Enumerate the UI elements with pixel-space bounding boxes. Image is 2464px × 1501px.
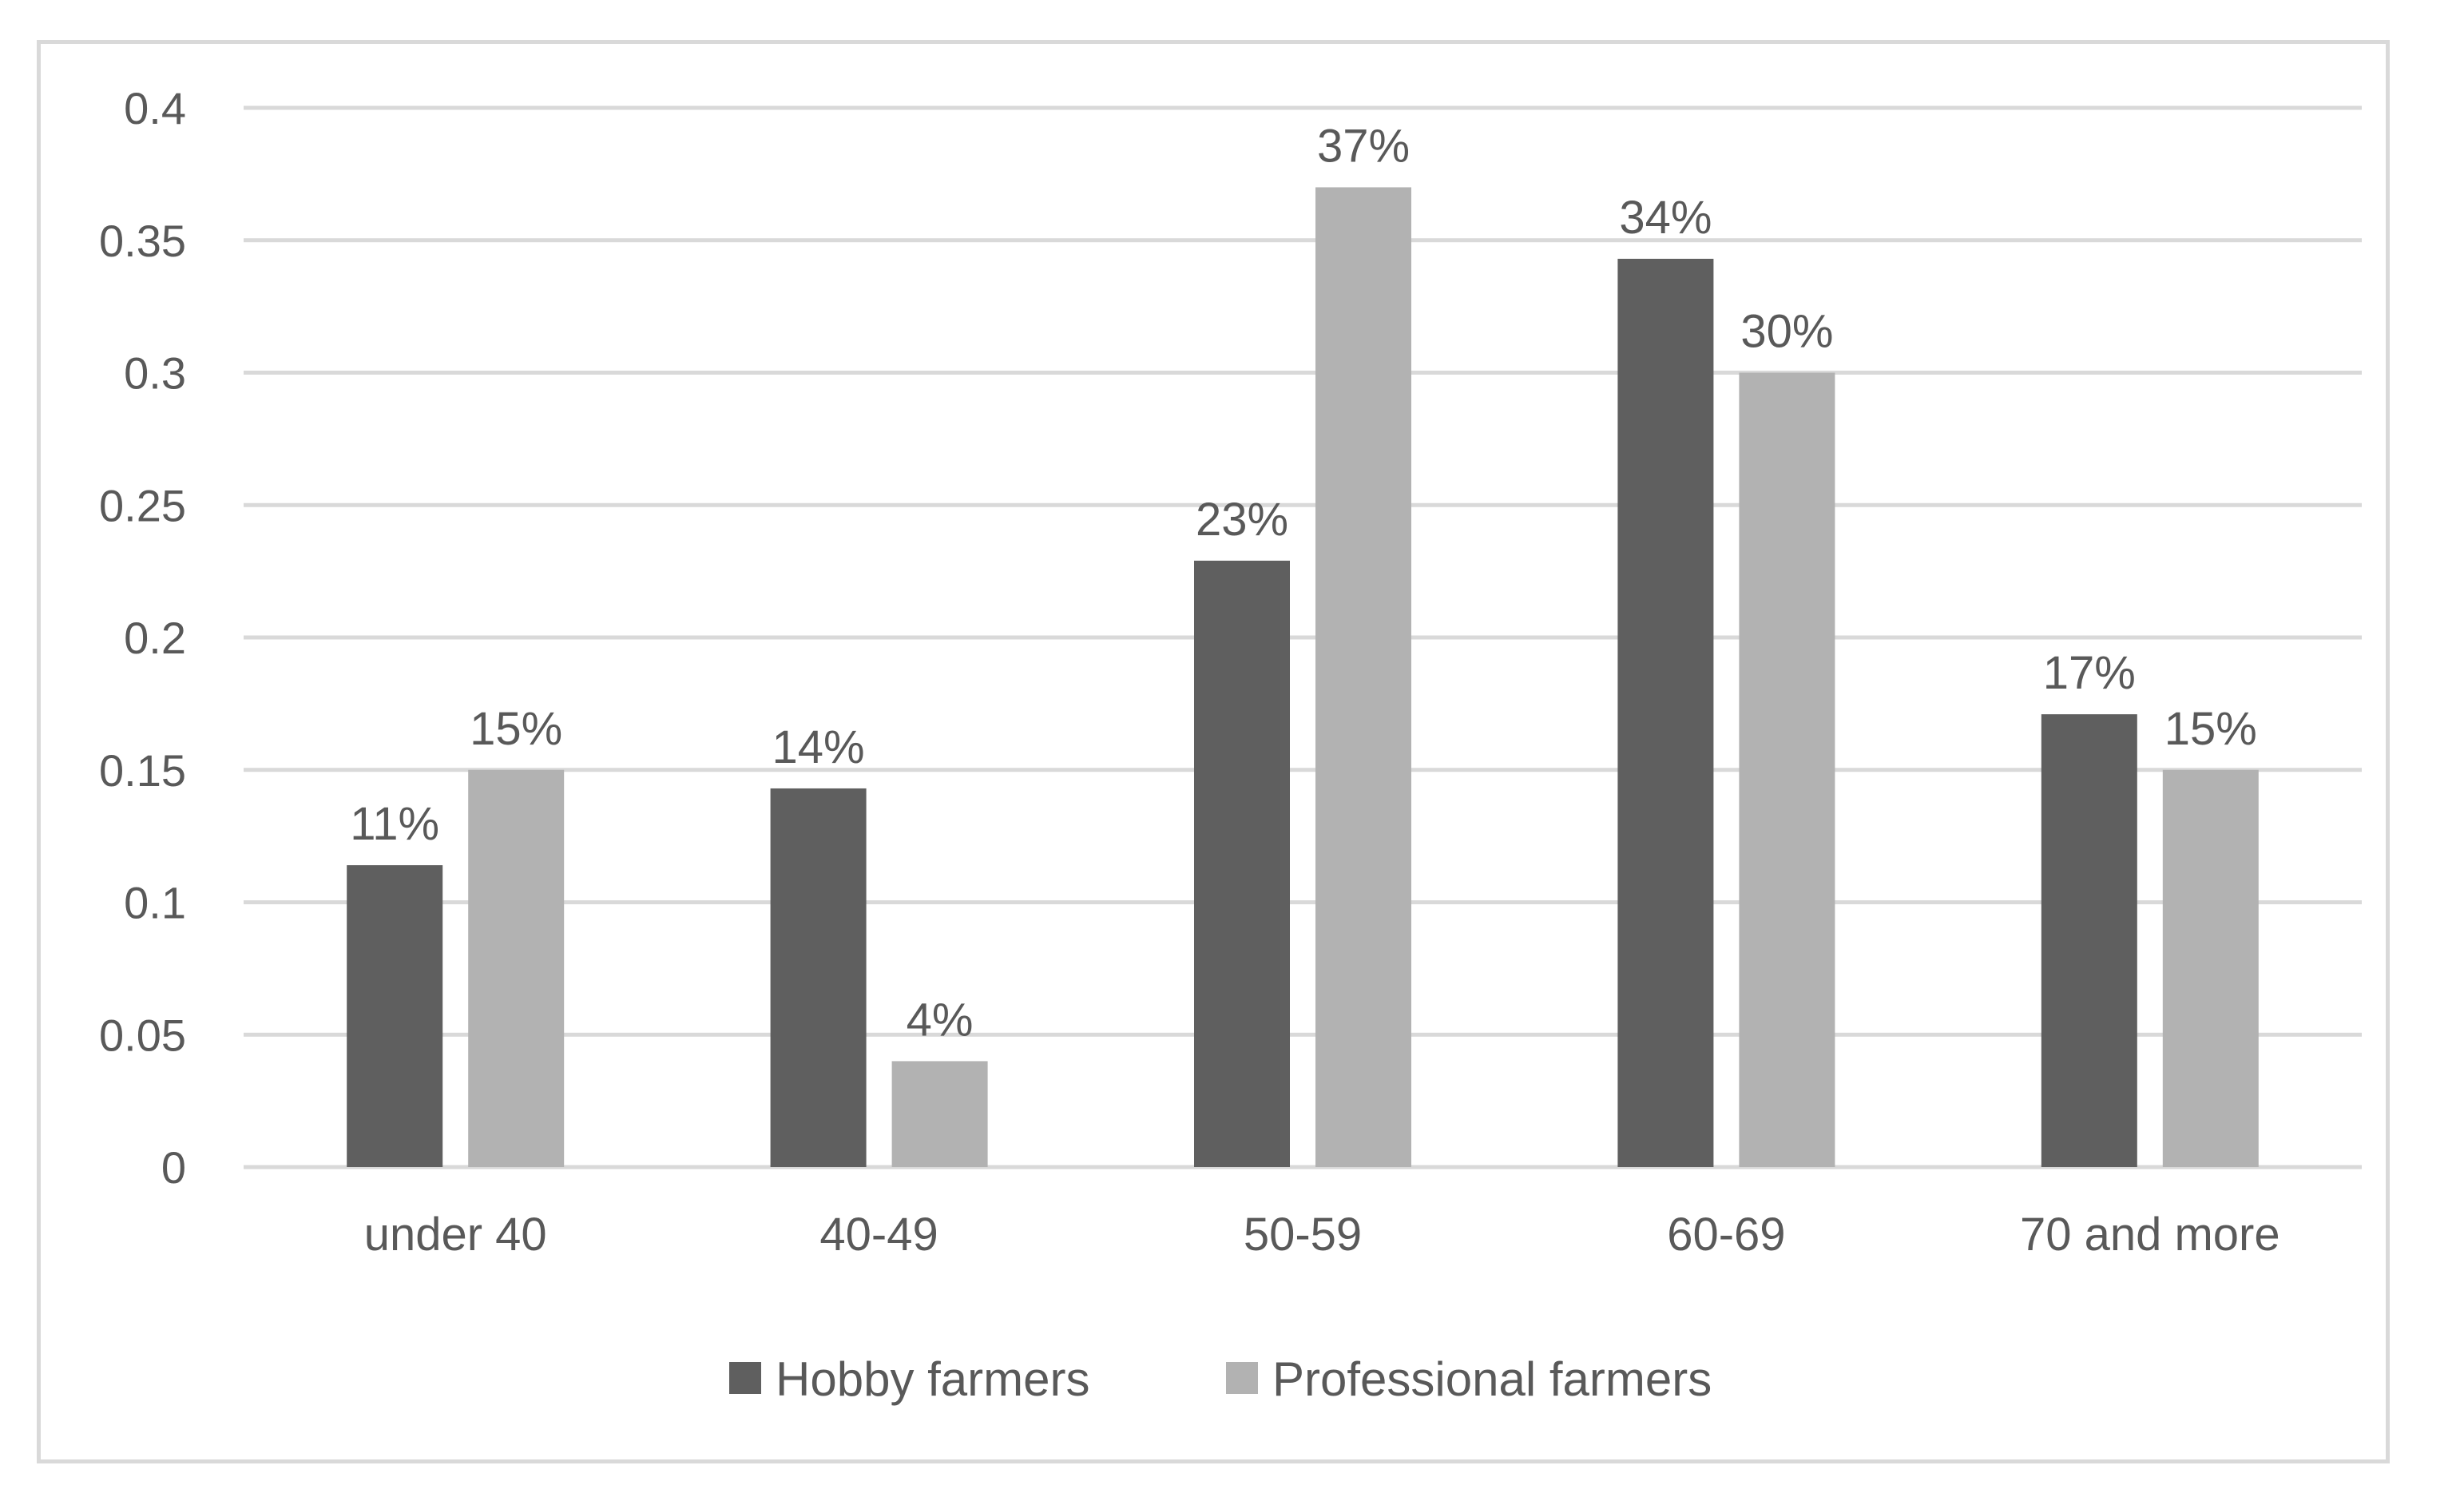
y-axis-tick-labels: 0 0.05 0.1 0.15 0.2 0.25 0.3 0.35 0.4	[99, 83, 186, 1193]
x-category-label: 70 and more	[2020, 1209, 2280, 1261]
data-label: 23%	[1196, 494, 1288, 546]
y-tick-label: 0.35	[99, 216, 186, 266]
bar-hobby-1	[770, 788, 867, 1167]
bars	[347, 187, 2259, 1168]
bar-hobby-0	[347, 865, 443, 1167]
data-label: 4%	[907, 994, 974, 1046]
legend-swatch-hobby	[729, 1362, 761, 1394]
data-label: 15%	[470, 703, 562, 755]
data-label: 14%	[772, 721, 865, 773]
data-labels: 11% 15% 14% 4% 23% 37% 34% 30% 17% 15%	[350, 120, 2257, 1046]
bar-professional-3	[1739, 372, 1835, 1167]
y-tick-label: 0.1	[124, 878, 186, 928]
y-tick-label: 0.2	[124, 613, 186, 663]
y-tick-label: 0.05	[99, 1010, 186, 1060]
x-category-label: 60-69	[1667, 1209, 1785, 1261]
data-label: 37%	[1317, 120, 1410, 172]
data-label: 34%	[1619, 192, 1712, 244]
data-label: 17%	[2043, 647, 2136, 699]
y-tick-label: 0.3	[124, 348, 186, 399]
legend-label-hobby: Hobby farmers	[776, 1352, 1089, 1406]
y-tick-label: 0	[161, 1142, 186, 1193]
bar-professional-0	[468, 769, 565, 1167]
gridlines	[244, 105, 2362, 1169]
legend: Hobby farmers Professional farmers	[729, 1352, 1712, 1406]
data-label: 30%	[1740, 306, 1833, 358]
bar-professional-1	[891, 1061, 988, 1167]
legend-label-professional: Professional farmers	[1272, 1352, 1712, 1406]
bar-chart: 11% 15% 14% 4% 23% 37% 34% 30% 17% 15% 0 0.05 0.1 0.…	[99, 83, 2362, 1406]
bar-hobby-3	[1617, 258, 1714, 1168]
bar-hobby-2	[1194, 560, 1290, 1167]
legend-swatch-professional	[1226, 1362, 1258, 1394]
bar-professional-4	[2162, 769, 2259, 1167]
bar-hobby-4	[2041, 714, 2137, 1167]
y-tick-label: 0.15	[99, 745, 186, 796]
x-category-label: 40-49	[819, 1209, 938, 1261]
chart-frame: 11% 15% 14% 4% 23% 37% 34% 30% 17% 15% 0 0.05 0.1 0.…	[37, 40, 2390, 1463]
y-tick-label: 0.4	[124, 83, 186, 133]
x-axis-category-labels: under 40 40-49 50-59 60-69 70 and more	[364, 1209, 2280, 1261]
data-label: 15%	[2164, 703, 2257, 755]
bar-professional-2	[1315, 187, 1411, 1168]
y-tick-label: 0.25	[99, 480, 186, 530]
x-category-label: under 40	[364, 1209, 547, 1261]
x-category-label: 50-59	[1244, 1209, 1362, 1261]
data-label: 11%	[350, 798, 439, 850]
